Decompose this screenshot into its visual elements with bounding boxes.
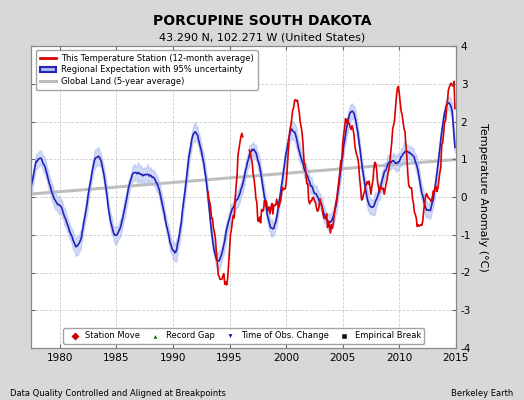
Text: Data Quality Controlled and Aligned at Breakpoints: Data Quality Controlled and Aligned at B… [10,389,226,398]
Text: 43.290 N, 102.271 W (United States): 43.290 N, 102.271 W (United States) [159,32,365,42]
Text: PORCUPINE SOUTH DAKOTA: PORCUPINE SOUTH DAKOTA [153,14,371,28]
Legend: Station Move, Record Gap, Time of Obs. Change, Empirical Break: Station Move, Record Gap, Time of Obs. C… [63,328,424,344]
Text: Berkeley Earth: Berkeley Earth [451,389,514,398]
Y-axis label: Temperature Anomaly (°C): Temperature Anomaly (°C) [478,123,488,271]
